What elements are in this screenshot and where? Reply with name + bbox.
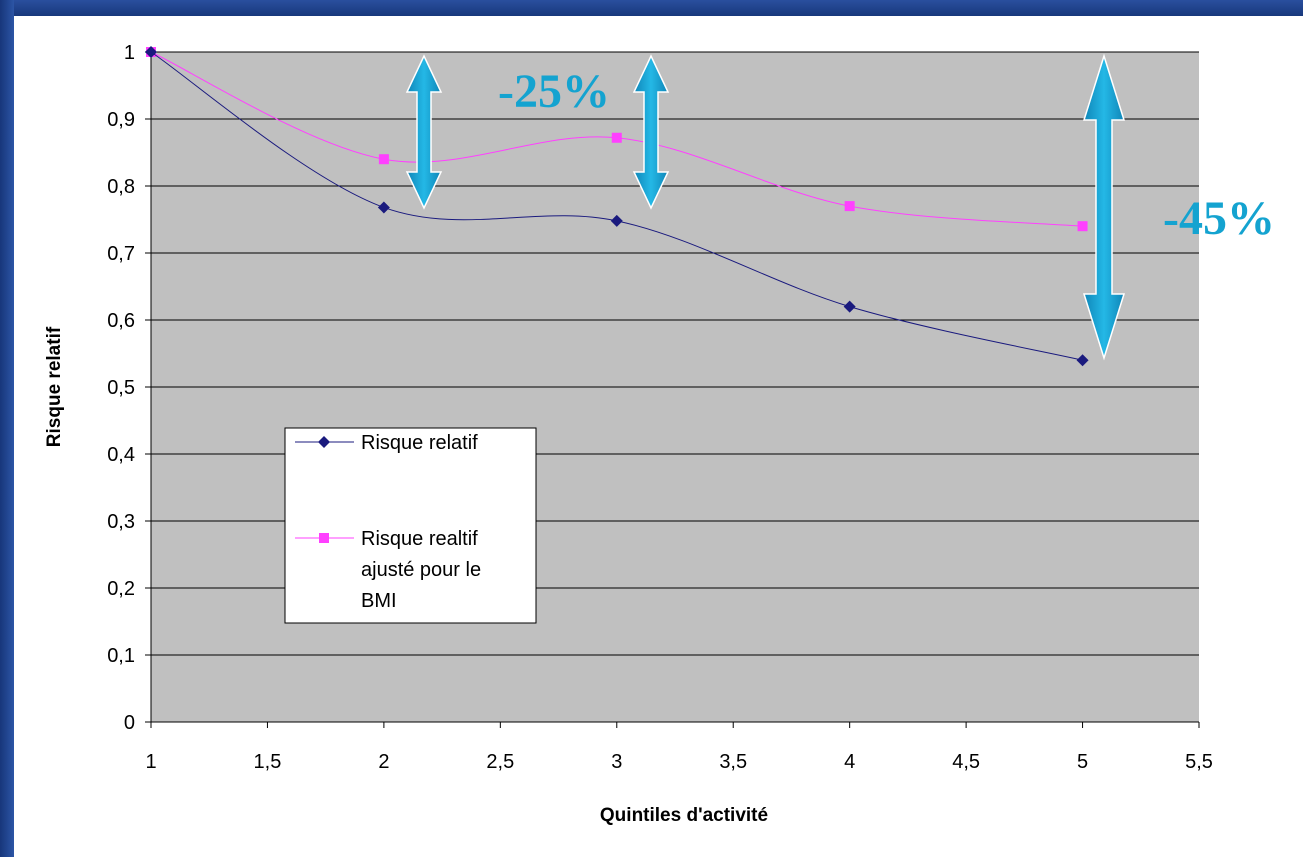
x-tick-label: 5 — [1077, 751, 1088, 773]
x-tick-label: 4 — [844, 751, 855, 773]
x-tick-label: 2 — [378, 751, 389, 773]
x-axis-title: Quintiles d'activité — [600, 805, 768, 826]
legend-label-line-2: ajusté pour le — [361, 559, 481, 581]
line-chart: 0 0,1 0,2 0,3 0,4 0,5 0,6 0,7 0,8 0,9 1 1 1,5 2 2,5 3 3,… — [44, 42, 1275, 826]
y-tick-label: 0,3 — [107, 511, 135, 533]
data-point-risque-relatif — [145, 46, 157, 58]
legend: Risque relatif Risque realtif ajusté pou… — [284, 427, 537, 624]
legend-marker-diamond — [318, 436, 330, 448]
legend-label-line-3: BMI — [361, 590, 397, 612]
y-tick-label: 0 — [124, 712, 135, 734]
x-tick-label: 2,5 — [486, 751, 514, 773]
data-point-risque-relatif — [843, 300, 856, 313]
x-tick-label: 1,5 — [254, 751, 282, 773]
y-axis-title: Risque relatif — [44, 326, 65, 447]
legend-label-risque-ajuste: Risque realtif ajusté pour le BMI — [361, 528, 487, 612]
data-point-risque-ajuste — [378, 154, 389, 165]
double-arrow-icon — [632, 54, 670, 210]
legend-label-line-1: Risque realtif — [361, 528, 478, 550]
annotation-arrows — [405, 53, 1126, 361]
axes: 0 0,1 0,2 0,3 0,4 0,5 0,6 0,7 0,8 0,9 1 1 1,5 2 2,5 3 3,… — [107, 42, 1213, 773]
y-tick-label: 0,1 — [107, 645, 135, 667]
y-tick-label: 0,2 — [107, 578, 135, 600]
slide-left-bar — [0, 0, 14, 857]
data-point-risque-relatif — [1076, 354, 1089, 367]
data-point-risque-relatif — [377, 201, 390, 214]
series-layer — [145, 46, 1089, 367]
slide-top-bar — [0, 0, 1303, 16]
y-tick-label: 0,8 — [107, 176, 135, 198]
annotation-minus-25: -25% — [498, 65, 610, 118]
y-tick-label: 0,7 — [107, 243, 135, 265]
legend-box — [284, 427, 537, 624]
y-tick-label: 1 — [124, 42, 135, 64]
x-tick-label: 5,5 — [1185, 751, 1213, 773]
legend-label-risque-relatif: Risque relatif — [361, 432, 478, 454]
slide-canvas: 0 0,1 0,2 0,3 0,4 0,5 0,6 0,7 0,8 0,9 1 1 1,5 2 2,5 3 3,… — [14, 16, 1303, 857]
x-tick-label: 3,5 — [719, 751, 747, 773]
data-point-risque-ajuste — [1077, 221, 1088, 232]
data-point-risque-ajuste — [611, 132, 622, 143]
annotation-minus-45: -45% — [1163, 192, 1275, 245]
x-tick-label: 3 — [611, 751, 622, 773]
y-tick-label: 0,9 — [107, 109, 135, 131]
data-point-risque-relatif — [610, 214, 623, 227]
legend-marker-square — [319, 533, 329, 543]
y-tick-label: 0,6 — [107, 310, 135, 332]
y-tick-label: 0,4 — [107, 444, 135, 466]
y-tick-label: 0,5 — [107, 377, 135, 399]
x-tick-label: 4,5 — [952, 751, 980, 773]
data-point-risque-ajuste — [844, 201, 855, 212]
x-tick-label: 1 — [145, 751, 156, 773]
double-arrow-icon — [1082, 53, 1126, 361]
double-arrow-icon — [405, 54, 443, 210]
